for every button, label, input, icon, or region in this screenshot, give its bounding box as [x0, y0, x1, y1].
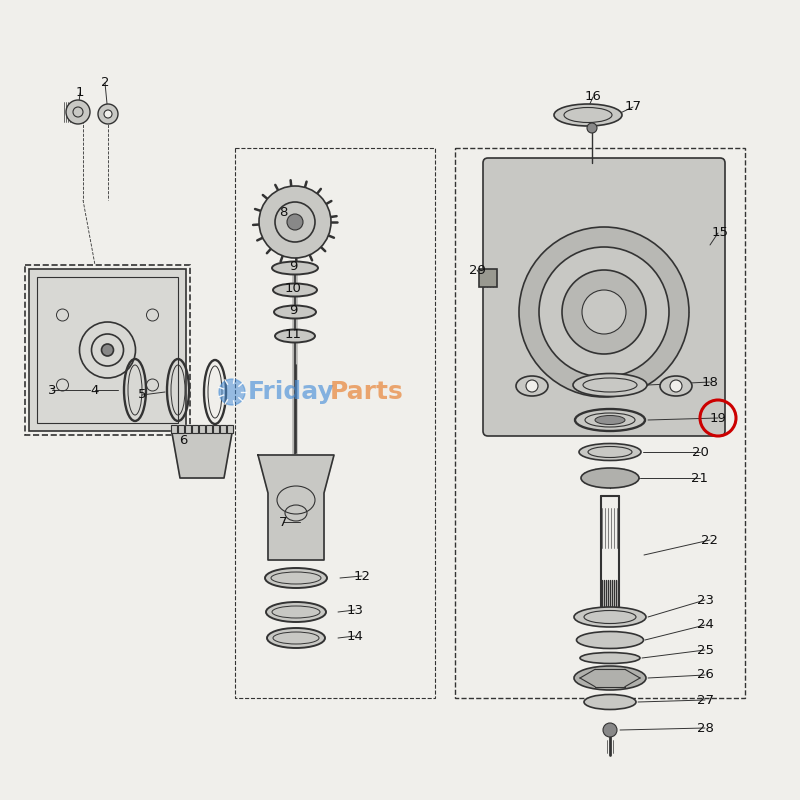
Bar: [199, 425, 205, 433]
Text: Parts: Parts: [330, 380, 404, 404]
Ellipse shape: [573, 374, 647, 397]
Circle shape: [587, 123, 597, 133]
Circle shape: [104, 110, 112, 118]
Polygon shape: [199, 425, 205, 433]
Circle shape: [582, 290, 626, 334]
Polygon shape: [178, 425, 184, 433]
Text: 15: 15: [711, 226, 729, 239]
Polygon shape: [172, 433, 232, 478]
Text: 24: 24: [697, 618, 714, 631]
Ellipse shape: [595, 415, 625, 425]
Polygon shape: [213, 425, 219, 433]
Text: 13: 13: [346, 603, 363, 617]
Bar: [29, 269, 186, 431]
Bar: [192, 425, 198, 433]
Ellipse shape: [272, 262, 318, 274]
Text: 16: 16: [585, 90, 602, 103]
Ellipse shape: [574, 607, 646, 627]
Circle shape: [670, 380, 682, 392]
Ellipse shape: [275, 330, 315, 342]
Text: 6: 6: [179, 434, 187, 446]
Text: Friday: Friday: [248, 380, 334, 404]
Text: 3: 3: [48, 383, 56, 397]
FancyBboxPatch shape: [483, 158, 725, 436]
Circle shape: [98, 104, 118, 124]
Ellipse shape: [574, 666, 646, 690]
Bar: [455, 148, 745, 698]
Ellipse shape: [575, 409, 645, 431]
Bar: [235, 148, 435, 698]
Circle shape: [66, 100, 90, 124]
Text: 29: 29: [469, 263, 486, 277]
Circle shape: [287, 214, 303, 230]
Polygon shape: [206, 425, 212, 433]
Text: 20: 20: [691, 446, 709, 458]
Bar: [227, 425, 233, 433]
Ellipse shape: [554, 104, 622, 126]
Text: 9: 9: [289, 259, 297, 273]
Ellipse shape: [577, 631, 643, 649]
Bar: [171, 425, 177, 433]
Bar: [178, 425, 184, 433]
Ellipse shape: [274, 306, 316, 318]
Bar: [206, 425, 212, 433]
Text: 10: 10: [285, 282, 302, 294]
Circle shape: [562, 270, 646, 354]
Text: 26: 26: [697, 669, 714, 682]
Polygon shape: [220, 425, 226, 433]
Ellipse shape: [266, 602, 326, 622]
Ellipse shape: [580, 653, 640, 663]
Text: 11: 11: [285, 327, 302, 341]
Circle shape: [102, 344, 114, 356]
Text: 19: 19: [710, 411, 726, 425]
Polygon shape: [258, 455, 334, 560]
Circle shape: [603, 723, 617, 737]
Circle shape: [219, 379, 245, 405]
Text: 23: 23: [697, 594, 714, 606]
Polygon shape: [192, 425, 198, 433]
Ellipse shape: [581, 468, 639, 488]
Text: 8: 8: [279, 206, 287, 219]
Polygon shape: [171, 425, 177, 433]
Text: 9: 9: [289, 305, 297, 318]
Circle shape: [539, 247, 669, 377]
Text: 5: 5: [138, 389, 146, 402]
Text: 21: 21: [691, 471, 709, 485]
Bar: [220, 425, 226, 433]
Text: 1: 1: [76, 86, 84, 99]
Bar: [185, 425, 191, 433]
Text: 4: 4: [91, 383, 99, 397]
Text: 7: 7: [278, 515, 287, 529]
Circle shape: [259, 186, 331, 258]
Bar: [25, 265, 190, 435]
Polygon shape: [185, 425, 191, 433]
Bar: [37, 277, 178, 423]
Ellipse shape: [516, 376, 548, 396]
Bar: [213, 425, 219, 433]
Ellipse shape: [584, 694, 636, 710]
Text: 28: 28: [697, 722, 714, 734]
Text: 2: 2: [101, 77, 110, 90]
Text: 25: 25: [697, 643, 714, 657]
Text: 18: 18: [702, 375, 718, 389]
Ellipse shape: [660, 376, 692, 396]
Circle shape: [519, 227, 689, 397]
Text: 27: 27: [697, 694, 714, 706]
Ellipse shape: [265, 568, 327, 588]
Ellipse shape: [579, 443, 641, 461]
Ellipse shape: [273, 283, 317, 297]
Ellipse shape: [267, 628, 325, 648]
Text: 14: 14: [346, 630, 363, 642]
Bar: [479, 269, 497, 287]
Polygon shape: [227, 425, 233, 433]
Circle shape: [526, 380, 538, 392]
Text: 12: 12: [354, 570, 370, 582]
Text: 22: 22: [702, 534, 718, 546]
Text: 17: 17: [625, 101, 642, 114]
